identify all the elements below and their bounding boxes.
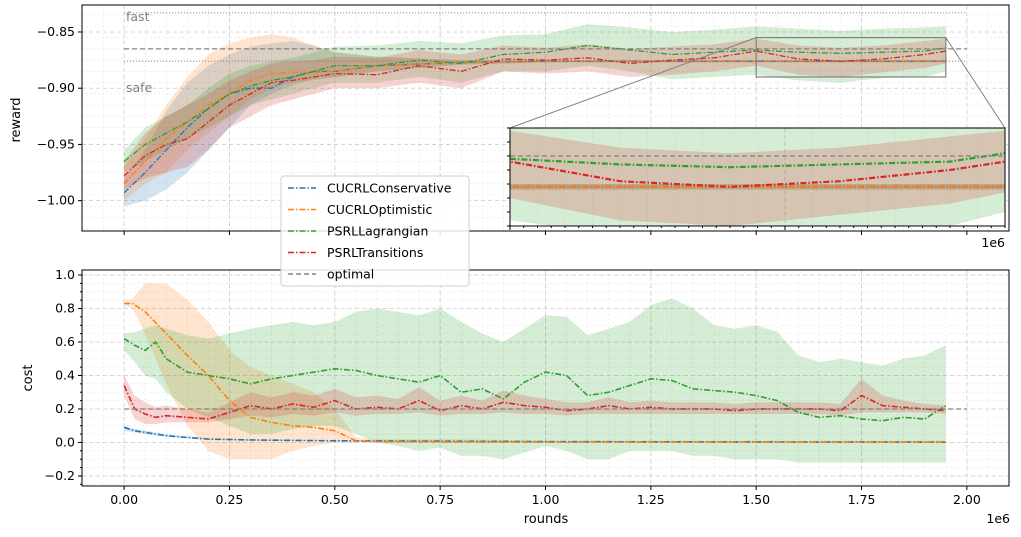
band-PSRLLagrangian [124,298,946,463]
cost-ticks: −0.2 0.0 0.2 0.4 0.6 0.8 1.0 0.00 0.25 0.50 0.75 1.… [45,267,981,507]
inset-ticks [507,127,1006,230]
zoom-box [755,37,947,78]
inset-grid [509,128,978,226]
series-CUCRLConservative [123,426,946,443]
legend-label-PSRLTransitions: PSRLTransitions [327,245,423,260]
band-CUCRLOptimistic [124,34,946,201]
ytick-label: 0.4 [55,367,75,382]
series-CUCRLOptimistic [124,302,946,443]
xtick-label: 2.00 [953,492,981,507]
reward-ticks: −1.00 −0.95 −0.90 −0.85 [37,24,968,235]
series-PSRLLagrangian [123,44,946,162]
legend-label-CUCRLOptimistic: CUCRLOptimistic [327,202,432,217]
reward-lines [123,12,967,194]
cost-lines [123,302,967,443]
legend-box [280,175,470,287]
ytick-label: 0.2 [55,401,75,416]
band-PSRLLagrangian [510,128,1005,226]
xtick-label: 1.25 [637,492,665,507]
ytick-label: 0.0 [55,434,75,449]
ytick-label: −0.2 [45,468,75,483]
ytick-label: 0.6 [55,334,75,349]
safe-annotation: safe [126,80,153,95]
zoom-connector [509,37,757,129]
cost-offset-label: 1e6 [986,511,1010,526]
inset-lines [510,152,1005,188]
ytick-label: −0.85 [37,24,75,39]
xtick-label: 0.75 [426,492,454,507]
ytick-label: −0.95 [37,136,75,151]
cost-bands [124,283,946,463]
xtick-label: 0.25 [216,492,244,507]
xtick-label: 1.00 [532,492,560,507]
xtick-label: 1.75 [848,492,876,507]
xtick-label: 1.50 [742,492,770,507]
xtick-label: 0.00 [110,492,138,507]
ytick-label: −0.90 [37,80,75,95]
cost-ylabel: cost [21,365,36,392]
legend-label-PSRLLagrangian: PSRLLagrangian [327,224,428,239]
ytick-label: 0.8 [55,301,75,316]
fast-annotation: fast [126,9,150,24]
legend-label-optimal: optimal [327,267,374,282]
cost-panel: −0.2 0.0 0.2 0.4 0.6 0.8 1.0 0.00 0.25 0.50 0.75 1.… [21,267,1010,527]
zoom-indicator [509,37,1006,129]
zoom-connector [945,37,1006,129]
xtick-label: 0.50 [321,492,349,507]
inset-offset-label: 1e6 [981,235,1005,250]
ytick-label: 1.0 [55,267,75,282]
series-PSRLTransitions [123,50,946,177]
legend-label-CUCRLConservative: CUCRLConservative [327,181,452,196]
band-PSRLTransitions [124,375,946,425]
cost-xlabel: rounds [524,512,569,527]
series-PSRLTransitions [123,385,946,420]
reward-inset: 1e6 [507,127,1006,250]
inset-bands [510,128,1005,226]
legend: CUCRLConservative CUCRLOptimistic PSRLLagr… [280,175,470,287]
band-CUCRLOptimistic [124,283,946,460]
band-PSRLTransitions [124,38,946,190]
reward-ylabel: reward [9,97,24,142]
ytick-label: −1.00 [37,193,75,208]
band-PSRLTransitions [510,130,1005,226]
